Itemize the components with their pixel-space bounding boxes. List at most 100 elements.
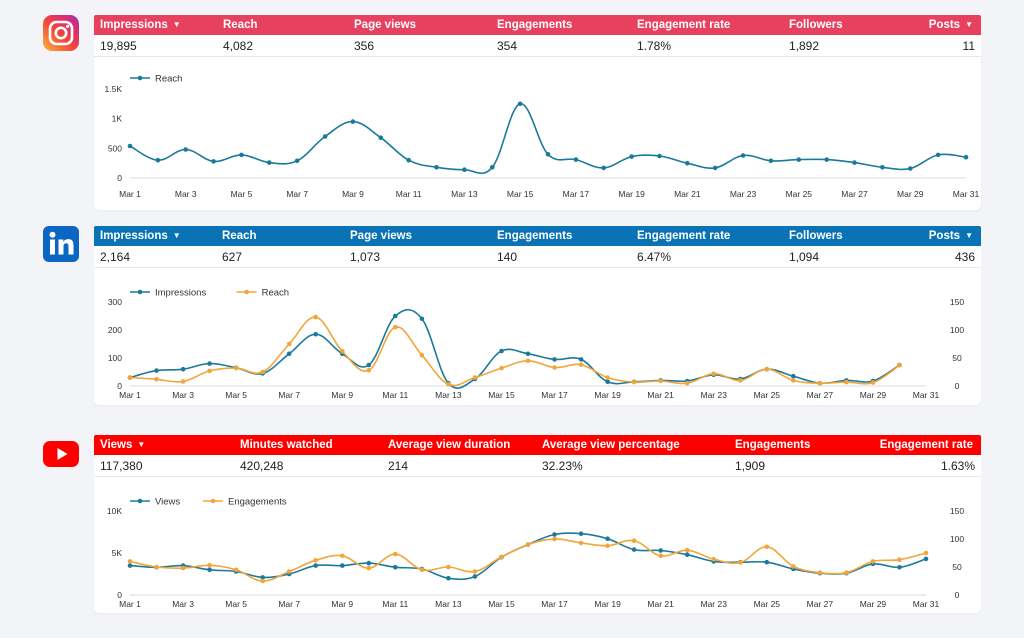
data-point[interactable] xyxy=(631,538,637,543)
data-point[interactable] xyxy=(658,553,663,559)
data-point[interactable] xyxy=(684,380,690,386)
data-point[interactable] xyxy=(127,563,133,568)
data-point[interactable] xyxy=(552,536,557,542)
data-point[interactable] xyxy=(578,362,584,367)
data-point[interactable] xyxy=(923,550,929,556)
data-point[interactable] xyxy=(406,157,412,163)
data-point[interactable] xyxy=(578,531,584,536)
legend-item[interactable]: Reach xyxy=(130,74,182,85)
data-point[interactable] xyxy=(844,379,849,385)
data-point[interactable] xyxy=(897,557,902,562)
data-point[interactable] xyxy=(578,540,584,546)
data-point[interactable] xyxy=(286,351,292,357)
data-point[interactable] xyxy=(462,167,467,172)
header-impressions[interactable]: Impressions ▼ xyxy=(100,15,181,35)
data-point[interactable] xyxy=(340,563,345,568)
data-point[interactable] xyxy=(490,165,495,170)
data-point[interactable] xyxy=(525,358,531,364)
data-point[interactable] xyxy=(419,352,425,358)
data-point[interactable] xyxy=(446,575,451,581)
data-point[interactable] xyxy=(154,377,159,382)
data-point[interactable] xyxy=(340,553,345,559)
data-point[interactable] xyxy=(923,556,929,562)
data-point[interactable] xyxy=(517,101,523,107)
data-point[interactable] xyxy=(207,368,212,374)
data-point[interactable] xyxy=(552,357,557,362)
data-point[interactable] xyxy=(154,368,159,373)
data-point[interactable] xyxy=(233,567,239,573)
data-point[interactable] xyxy=(852,160,857,165)
data-point[interactable] xyxy=(897,363,902,368)
data-point[interactable] xyxy=(657,153,662,159)
data-point[interactable] xyxy=(154,564,159,570)
data-point[interactable] xyxy=(294,158,300,164)
data-point[interactable] xyxy=(963,154,969,160)
data-point[interactable] xyxy=(260,575,265,580)
data-point[interactable] xyxy=(552,365,557,370)
data-point[interactable] xyxy=(393,324,398,330)
data-point[interactable] xyxy=(499,348,504,354)
data-point[interactable] xyxy=(764,366,770,372)
data-point[interactable] xyxy=(350,119,356,124)
data-point[interactable] xyxy=(446,564,451,570)
data-point[interactable] xyxy=(419,567,425,573)
data-point[interactable] xyxy=(434,165,439,170)
data-point[interactable] xyxy=(712,165,718,171)
data-point[interactable] xyxy=(207,567,212,573)
data-point[interactable] xyxy=(260,578,265,584)
legend-item[interactable]: Engagements xyxy=(203,497,287,508)
header-views[interactable]: Views ▼ xyxy=(100,435,145,455)
data-point[interactable] xyxy=(313,331,318,337)
data-point[interactable] xyxy=(127,143,133,149)
data-point[interactable] xyxy=(446,382,451,387)
data-point[interactable] xyxy=(573,157,579,162)
data-point[interactable] xyxy=(340,349,345,354)
data-point[interactable] xyxy=(738,378,743,383)
data-point[interactable] xyxy=(791,378,796,383)
header-impressions[interactable]: Impressions ▼ xyxy=(100,226,181,246)
data-point[interactable] xyxy=(472,375,478,380)
data-point[interactable] xyxy=(631,379,637,385)
data-point[interactable] xyxy=(897,565,902,570)
data-point[interactable] xyxy=(764,559,770,565)
header-posts[interactable]: Posts ▼ xyxy=(929,226,973,246)
data-point[interactable] xyxy=(711,556,716,562)
data-point[interactable] xyxy=(908,166,913,171)
data-point[interactable] xyxy=(738,560,743,565)
data-point[interactable] xyxy=(366,565,372,571)
data-point[interactable] xyxy=(658,548,663,553)
data-point[interactable] xyxy=(419,316,425,322)
data-point[interactable] xyxy=(366,362,372,368)
data-point[interactable] xyxy=(552,532,557,537)
data-point[interactable] xyxy=(817,570,823,575)
data-point[interactable] xyxy=(605,536,610,541)
header-posts[interactable]: Posts ▼ xyxy=(929,15,973,35)
data-point[interactable] xyxy=(366,560,372,566)
data-point[interactable] xyxy=(472,574,478,579)
data-point[interactable] xyxy=(605,379,610,385)
data-point[interactable] xyxy=(499,365,504,371)
data-point[interactable] xyxy=(393,551,398,557)
data-point[interactable] xyxy=(525,542,531,547)
data-point[interactable] xyxy=(127,375,133,380)
data-point[interactable] xyxy=(180,565,186,571)
data-point[interactable] xyxy=(322,134,328,139)
data-point[interactable] xyxy=(578,357,584,362)
data-point[interactable] xyxy=(764,544,770,550)
data-point[interactable] xyxy=(286,569,292,574)
data-point[interactable] xyxy=(499,554,504,560)
data-point[interactable] xyxy=(378,135,384,140)
data-point[interactable] xyxy=(207,361,212,366)
data-point[interactable] xyxy=(880,165,885,170)
data-point[interactable] xyxy=(313,558,318,563)
data-point[interactable] xyxy=(601,165,606,171)
data-point[interactable] xyxy=(684,547,690,553)
data-point[interactable] xyxy=(796,157,802,162)
data-point[interactable] xyxy=(233,365,239,371)
data-point[interactable] xyxy=(239,152,244,158)
data-point[interactable] xyxy=(684,552,690,557)
data-point[interactable] xyxy=(313,563,318,568)
data-point[interactable] xyxy=(127,559,133,564)
data-point[interactable] xyxy=(791,373,796,379)
data-point[interactable] xyxy=(629,154,634,159)
